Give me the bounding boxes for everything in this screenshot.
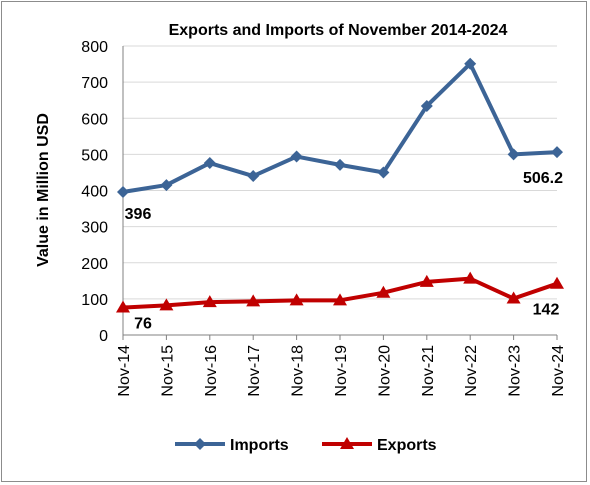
point-imports: [377, 166, 390, 179]
x-tick-label: Nov-19: [333, 345, 350, 397]
y-tick-labels: 0 100 200 300 400 500 600 700 800: [81, 39, 108, 345]
gridlines: [123, 45, 557, 300]
data-label: 506.2: [523, 170, 563, 187]
x-tick-label: Nov-23: [507, 345, 524, 397]
x-tick-label: Nov-24: [550, 345, 567, 397]
y-tick-label: 500: [81, 147, 108, 164]
x-tick-label: Nov-14: [116, 345, 133, 397]
point-imports: [117, 185, 129, 198]
point-imports: [551, 146, 563, 159]
x-tick-label: Nov-18: [290, 345, 307, 397]
point-imports: [464, 57, 477, 70]
point-exports: [246, 294, 261, 307]
point-exports: [116, 300, 130, 313]
point-exports: [506, 291, 521, 304]
y-tick-label: 0: [99, 328, 108, 345]
point-exports: [376, 285, 391, 298]
y-tick-label: 800: [81, 39, 108, 56]
point-imports: [290, 150, 303, 163]
point-exports: [289, 293, 304, 306]
x-tick-label: Nov-16: [203, 345, 220, 397]
x-tick-label: Nov-15: [159, 345, 176, 397]
y-tick-label: 600: [81, 111, 108, 128]
legend-label-imports: Imports: [230, 437, 289, 454]
y-axis-label: Value in Million USD: [35, 113, 52, 267]
legend-marker: [194, 438, 206, 450]
x-tick-label: Nov-22: [463, 345, 480, 397]
data-label: 142: [533, 302, 560, 319]
point-exports: [463, 271, 478, 284]
y-tick-label: 400: [81, 184, 108, 201]
data-labels: 396 506.2 76 142: [125, 170, 563, 332]
chart-title: Exports and Imports of November 2014-202…: [169, 22, 508, 39]
x-tick-label: Nov-17: [246, 345, 263, 397]
point-exports: [333, 293, 347, 306]
series-line-imports: [122, 61, 558, 194]
series-group: [116, 57, 564, 313]
x-tick-label: Nov-21: [420, 345, 437, 397]
point-imports: [334, 158, 346, 171]
legend-marker: [340, 437, 354, 449]
y-tick-label: 700: [81, 75, 108, 92]
y-tick-label: 200: [81, 256, 108, 273]
point-exports: [419, 274, 434, 287]
point-exports: [159, 298, 174, 311]
point-imports: [420, 99, 433, 112]
point-imports: [203, 157, 216, 170]
legend: Imports Exports: [175, 437, 437, 454]
point-imports: [507, 148, 520, 161]
x-tick-label: Nov-20: [376, 345, 393, 397]
x-tick-labels: Nov-14 Nov-15 Nov-16 Nov-17 Nov-18 Nov-19 Nov-…: [116, 345, 567, 397]
point-exports: [202, 295, 217, 308]
data-label: 396: [125, 206, 152, 223]
point-imports: [160, 179, 173, 192]
data-label: 76: [134, 316, 152, 333]
point-imports: [247, 170, 260, 183]
point-exports: [550, 276, 564, 289]
legend-label-exports: Exports: [377, 437, 437, 454]
y-tick-label: 100: [81, 292, 108, 309]
y-tick-label: 300: [81, 220, 108, 237]
